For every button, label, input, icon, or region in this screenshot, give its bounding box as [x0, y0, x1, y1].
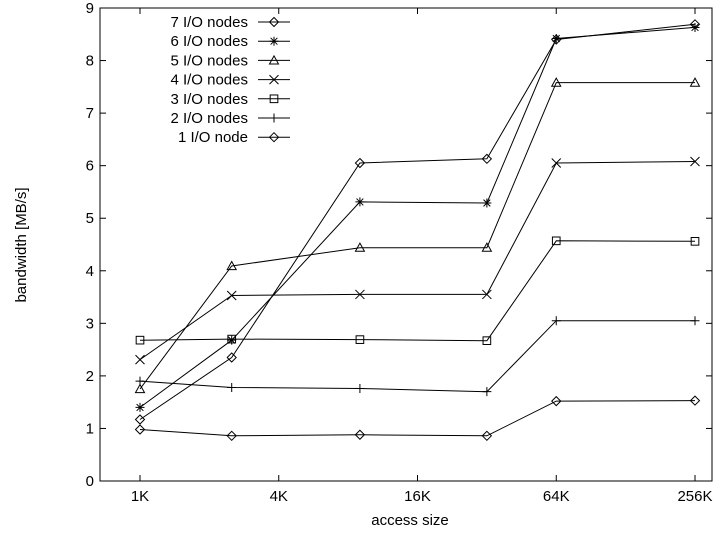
marker-diamond — [354, 157, 366, 169]
series-line — [139, 161, 696, 361]
legend-item: 1 I/O node — [178, 129, 290, 146]
series-layer — [134, 19, 701, 442]
marker-x — [226, 290, 237, 301]
series-line — [139, 320, 695, 393]
x-axis-title: access size — [371, 512, 449, 529]
legend: 7 I/O nodes 6 I/O nodes 5 I/O nodes 4 I/O n… — [170, 14, 290, 146]
marker-asterisk — [355, 197, 365, 207]
series-2 — [135, 22, 700, 412]
legend-label: 4 I/O nodes — [170, 72, 248, 89]
legend-label: 6 I/O nodes — [170, 33, 248, 50]
y-tick-label: 1 — [86, 420, 94, 437]
marker-square — [135, 335, 145, 345]
y-tick-label: 6 — [86, 158, 94, 175]
marker-diamond — [226, 352, 237, 363]
marker-plus — [690, 316, 700, 326]
marker-diamond — [354, 429, 366, 440]
marker-asterisk — [482, 198, 492, 208]
marker-plus — [355, 384, 365, 394]
legend-label: 2 I/O nodes — [170, 110, 248, 127]
marker-diamond — [268, 131, 280, 143]
y-axis-title: bandwidth [MB/s] — [13, 187, 30, 302]
marker-plus — [269, 113, 279, 123]
y-tick-label: 3 — [86, 315, 94, 332]
marker-x — [135, 354, 145, 365]
marker-asterisk — [269, 36, 279, 46]
marker-triangle — [481, 242, 493, 252]
legend-item: 4 I/O nodes — [170, 72, 290, 89]
series-5 — [135, 236, 700, 346]
marker-square — [482, 336, 492, 346]
legend-label: 1 I/O node — [178, 129, 248, 146]
legend-item: 3 I/O nodes — [170, 91, 290, 108]
legend-item: 5 I/O nodes — [170, 52, 290, 69]
marker-diamond — [689, 395, 701, 406]
marker-asterisk — [227, 335, 237, 345]
x-tick-label: 4K — [270, 488, 288, 505]
series-line — [139, 400, 696, 437]
plot-border — [99, 7, 713, 482]
marker-asterisk — [551, 33, 561, 43]
marker-square — [690, 237, 700, 246]
x-tick-label: 1K — [131, 488, 149, 505]
y-tick-label: 7 — [86, 105, 94, 122]
marker-diamond — [226, 430, 237, 442]
series-6 — [135, 316, 700, 397]
x-tick-label: 64K — [543, 488, 570, 505]
marker-diamond — [134, 414, 146, 425]
marker-square — [269, 94, 279, 104]
legend-item: 6 I/O nodes — [170, 33, 290, 50]
marker-triangle — [354, 242, 366, 252]
marker-asterisk — [135, 402, 145, 412]
marker-x — [551, 158, 562, 168]
marker-triangle — [268, 54, 280, 65]
legend-label: 7 I/O nodes — [170, 14, 248, 31]
marker-x — [690, 156, 700, 167]
legend-label: 3 I/O nodes — [170, 91, 248, 108]
y-axis-ticks: 0 1 2 3 4 5 6 7 8 9 — [86, 0, 712, 490]
x-axis-ticks: 1K 4K 16K 64K 256K — [131, 8, 713, 505]
marker-diamond — [268, 16, 280, 28]
marker-asterisk — [690, 22, 700, 32]
marker-plus — [135, 376, 145, 386]
marker-plus — [551, 316, 561, 326]
legend-label: 5 I/O nodes — [170, 52, 248, 69]
plot-frame — [99, 7, 713, 482]
marker-square — [355, 335, 365, 344]
series-7 — [134, 395, 701, 442]
marker-square — [227, 334, 237, 344]
marker-diamond — [481, 430, 493, 442]
series-line — [139, 82, 695, 390]
x-tick-label: 256K — [677, 488, 712, 505]
marker-triangle — [689, 77, 701, 87]
marker-diamond — [134, 424, 146, 435]
legend-item: 7 I/O nodes — [170, 14, 290, 31]
marker-plus — [227, 382, 237, 392]
marker-diamond — [481, 153, 493, 165]
legend-item: 2 I/O nodes — [170, 110, 290, 127]
y-tick-label: 9 — [86, 0, 94, 17]
y-tick-label: 5 — [86, 210, 94, 227]
marker-triangle — [550, 77, 562, 87]
marker-x — [269, 74, 279, 85]
marker-triangle — [226, 260, 238, 271]
series-line — [139, 240, 696, 342]
marker-x — [482, 289, 492, 300]
series-4 — [135, 156, 700, 365]
marker-diamond — [551, 395, 562, 407]
marker-triangle — [134, 383, 146, 394]
series-line — [139, 26, 696, 408]
marker-plus — [482, 387, 492, 397]
y-tick-label: 4 — [86, 263, 94, 280]
y-tick-label: 2 — [86, 368, 94, 385]
y-tick-label: 8 — [86, 53, 94, 70]
x-tick-label: 16K — [404, 488, 431, 505]
marker-square — [551, 236, 561, 246]
series-3 — [134, 77, 701, 394]
marker-x — [355, 289, 365, 300]
y-tick-label: 0 — [86, 473, 94, 490]
